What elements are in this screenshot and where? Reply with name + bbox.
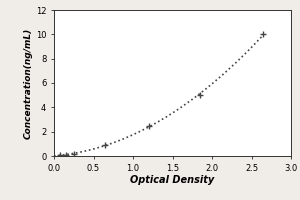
X-axis label: Optical Density: Optical Density: [130, 175, 214, 185]
Y-axis label: Concentration(ng/mL): Concentration(ng/mL): [24, 27, 33, 139]
